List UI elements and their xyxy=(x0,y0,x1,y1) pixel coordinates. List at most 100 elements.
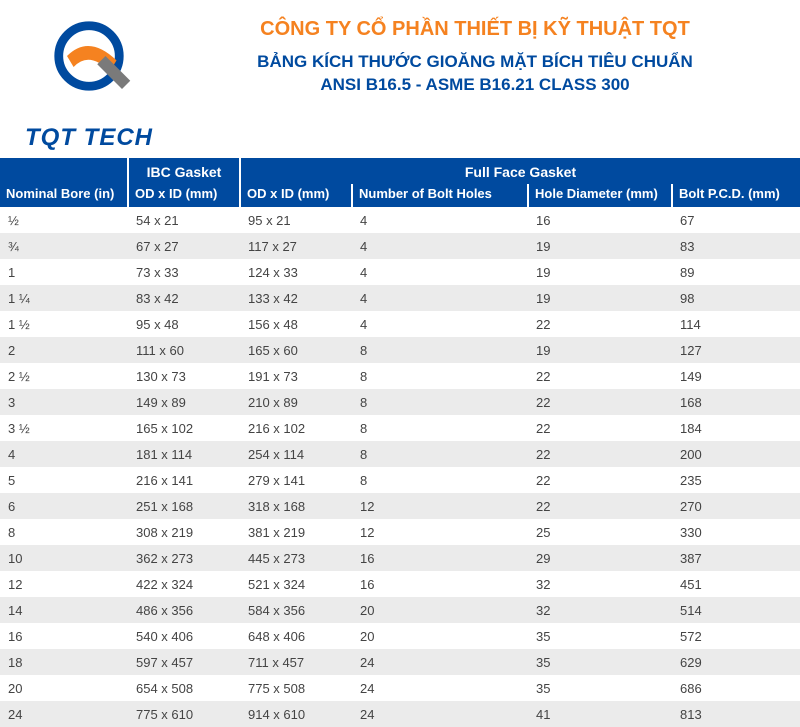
table-cell: 12 xyxy=(352,519,528,545)
table-cell: 95 x 21 xyxy=(240,207,352,233)
table-cell: 20 xyxy=(0,675,128,701)
table-cell: 4 xyxy=(352,207,528,233)
header: TQT TECH CÔNG TY CỔ PHẦN THIẾT BỊ KỸ THU… xyxy=(0,0,800,158)
gasket-dimension-table: IBC Gasket Full Face Gasket Nominal Bore… xyxy=(0,158,800,727)
table-cell: 168 xyxy=(672,389,800,415)
table-cell: 133 x 42 xyxy=(240,285,352,311)
table-cell: 216 x 141 xyxy=(128,467,240,493)
table-cell: 3 ½ xyxy=(0,415,128,441)
table-cell: 914 x 610 xyxy=(240,701,352,727)
table-cell: 181 x 114 xyxy=(128,441,240,467)
table-cell: 200 xyxy=(672,441,800,467)
table-cell: 4 xyxy=(352,259,528,285)
table-cell: 8 xyxy=(352,363,528,389)
table-cell: 165 x 102 xyxy=(128,415,240,441)
table-cell: 8 xyxy=(352,467,528,493)
table-cell: 451 xyxy=(672,571,800,597)
table-cell: 12 xyxy=(352,493,528,519)
table-cell: 4 xyxy=(0,441,128,467)
table-cell: 4 xyxy=(352,233,528,259)
table-cell: 117 x 27 xyxy=(240,233,352,259)
table-cell: 41 xyxy=(528,701,672,727)
table-cell: 67 x 27 xyxy=(128,233,240,259)
table-cell: 111 x 60 xyxy=(128,337,240,363)
table-cell: 156 x 48 xyxy=(240,311,352,337)
table-cell: 20 xyxy=(352,597,528,623)
table-cell: 3 xyxy=(0,389,128,415)
table-cell: 540 x 406 xyxy=(128,623,240,649)
table-cell: 149 x 89 xyxy=(128,389,240,415)
table-cell: 648 x 406 xyxy=(240,623,352,649)
table-cell: 308 x 219 xyxy=(128,519,240,545)
table-cell: 54 x 21 xyxy=(128,207,240,233)
col-bolt-pcd: Bolt P.C.D. (mm) xyxy=(672,184,800,207)
table-cell: 2 xyxy=(0,337,128,363)
table-cell: 25 xyxy=(528,519,672,545)
table-cell: 318 x 168 xyxy=(240,493,352,519)
table-cell: 22 xyxy=(528,415,672,441)
table-cell: 29 xyxy=(528,545,672,571)
table-cell: 14 xyxy=(0,597,128,623)
table-cell: 445 x 273 xyxy=(240,545,352,571)
table-cell: 572 xyxy=(672,623,800,649)
table-cell: 521 x 324 xyxy=(240,571,352,597)
table-cell: 4 xyxy=(352,285,528,311)
col-nominal-bore: Nominal Bore (in) xyxy=(0,184,128,207)
table-cell: 19 xyxy=(528,233,672,259)
table-cell: 130 x 73 xyxy=(128,363,240,389)
table-cell: 24 xyxy=(352,701,528,727)
table-row: 3149 x 89210 x 89822168 xyxy=(0,389,800,415)
table-cell: 22 xyxy=(528,311,672,337)
table-cell: 216 x 102 xyxy=(240,415,352,441)
table-cell: 67 xyxy=(672,207,800,233)
table-cell: 127 xyxy=(672,337,800,363)
table-cell: 19 xyxy=(528,259,672,285)
table-cell: 279 x 141 xyxy=(240,467,352,493)
table-cell: 654 x 508 xyxy=(128,675,240,701)
column-header-row: Nominal Bore (in) OD x ID (mm) OD x ID (… xyxy=(0,184,800,207)
table-cell: 16 xyxy=(352,545,528,571)
table-row: 3 ½165 x 102216 x 102822184 xyxy=(0,415,800,441)
table-cell: 387 xyxy=(672,545,800,571)
table-cell: 184 xyxy=(672,415,800,441)
table-row: 18597 x 457711 x 4572435629 xyxy=(0,649,800,675)
table-cell: 16 xyxy=(352,571,528,597)
table-cell: 83 x 42 xyxy=(128,285,240,311)
table-cell: 16 xyxy=(0,623,128,649)
table-cell: 1 ½ xyxy=(0,311,128,337)
table-cell: 165 x 60 xyxy=(240,337,352,363)
table-cell: 16 xyxy=(528,207,672,233)
table-cell: 629 xyxy=(672,649,800,675)
table-cell: 20 xyxy=(352,623,528,649)
flange-logo-icon xyxy=(34,12,144,122)
table-cell: 5 xyxy=(0,467,128,493)
table-cell: 597 x 457 xyxy=(128,649,240,675)
col-ibc-odid: OD x ID (mm) xyxy=(128,184,240,207)
table-row: ¾67 x 27117 x 2741983 xyxy=(0,233,800,259)
table-cell: 8 xyxy=(352,337,528,363)
table-cell: 18 xyxy=(0,649,128,675)
group-header-blank xyxy=(0,158,128,184)
table-cell: 22 xyxy=(528,389,672,415)
table-cell: 8 xyxy=(352,441,528,467)
table-cell: 19 xyxy=(528,337,672,363)
table-cell: 422 x 324 xyxy=(128,571,240,597)
table-cell: 22 xyxy=(528,363,672,389)
table-row: 20654 x 508775 x 5082435686 xyxy=(0,675,800,701)
table-row: 24775 x 610914 x 6102441813 xyxy=(0,701,800,727)
table-row: 2 ½130 x 73191 x 73822149 xyxy=(0,363,800,389)
table-row: 16540 x 406648 x 4062035572 xyxy=(0,623,800,649)
table-row: 6251 x 168318 x 1681222270 xyxy=(0,493,800,519)
table-cell: 775 x 508 xyxy=(240,675,352,701)
table-row: 173 x 33124 x 3341989 xyxy=(0,259,800,285)
table-cell: 89 xyxy=(672,259,800,285)
table-cell: 35 xyxy=(528,649,672,675)
table-cell: 22 xyxy=(528,493,672,519)
table-cell: 686 xyxy=(672,675,800,701)
logo-block: TQT TECH xyxy=(14,12,164,152)
table-row: 1 ¼83 x 42133 x 4241998 xyxy=(0,285,800,311)
table-cell: 251 x 168 xyxy=(128,493,240,519)
subtitle-line-1: BẢNG KÍCH THƯỚC GIOĂNG MẶT BÍCH TIÊU CHU… xyxy=(164,51,786,74)
table-cell: 270 xyxy=(672,493,800,519)
table-cell: 149 xyxy=(672,363,800,389)
